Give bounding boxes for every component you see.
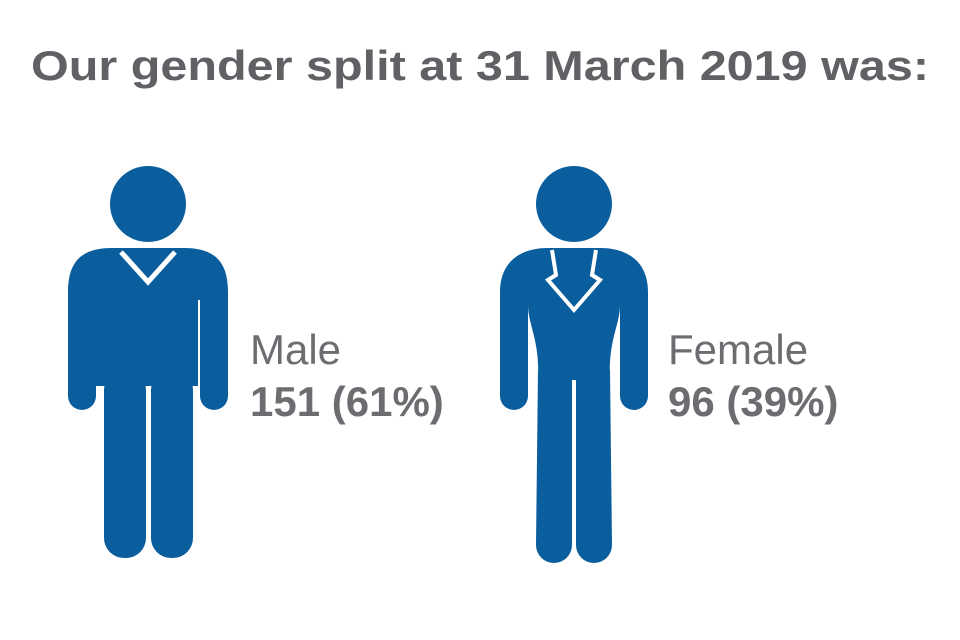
female-icon — [500, 166, 648, 563]
group-value: 96 (39%) — [668, 378, 838, 425]
group-label: Female — [668, 326, 808, 373]
male-icon — [68, 166, 228, 558]
group-label: Male — [250, 326, 341, 373]
group-value: 151 (61%) — [250, 378, 444, 425]
title: Our gender split at 31 March 2019 was: — [31, 42, 929, 89]
